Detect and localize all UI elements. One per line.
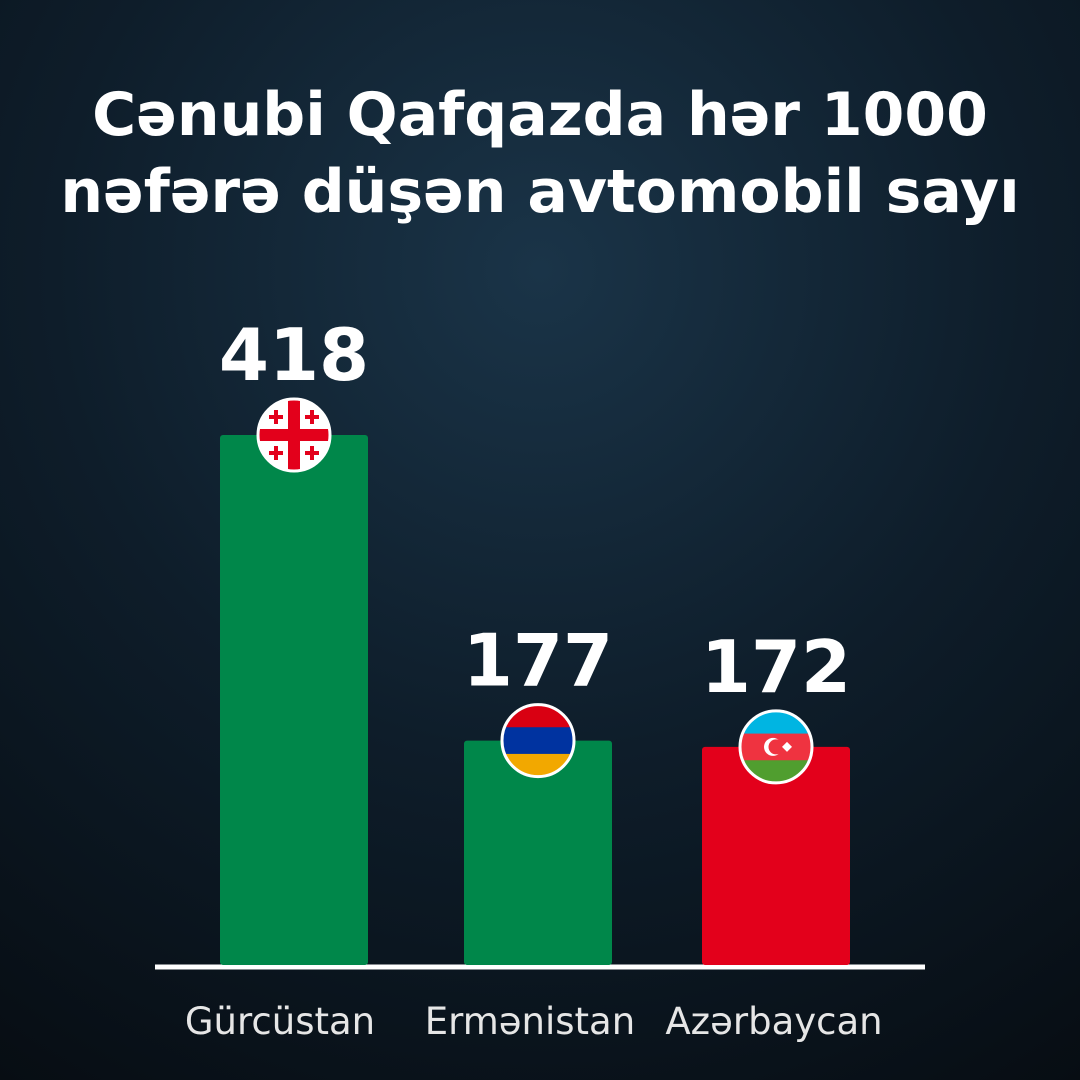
flag-cross [269, 451, 283, 455]
flag-crescent [768, 739, 784, 755]
value-label: 177 [463, 619, 613, 703]
flag [741, 711, 811, 782]
chart-title: nəfərə düşən avtomobil sayı [60, 157, 1019, 227]
value-label: 172 [701, 625, 851, 709]
flag [259, 400, 329, 470]
chart-title: Cənubi Qafqazda hər 1000 [92, 80, 988, 150]
flag-stripe [503, 753, 573, 776]
flag-border [738, 709, 814, 785]
flag-border [256, 397, 332, 473]
flag-stripe [503, 705, 573, 729]
flag-star [782, 741, 792, 752]
flag-stripe [741, 760, 811, 782]
flag-cross [305, 451, 319, 455]
bar [702, 746, 850, 965]
x-tick-label: Gürcüstan [185, 1000, 375, 1043]
flag-border [500, 703, 576, 779]
x-tick-label: Ermənistan [425, 1000, 635, 1043]
bar [220, 435, 368, 965]
flag-cross [259, 429, 329, 441]
flag-stripe [741, 711, 811, 735]
flag [503, 705, 573, 776]
value-label: 418 [219, 313, 369, 397]
bar [464, 740, 612, 965]
flag-cross [305, 415, 319, 419]
flag-cross [269, 415, 283, 419]
x-tick-label: Azərbaycan [665, 1000, 882, 1043]
flag-stripe [503, 727, 573, 755]
